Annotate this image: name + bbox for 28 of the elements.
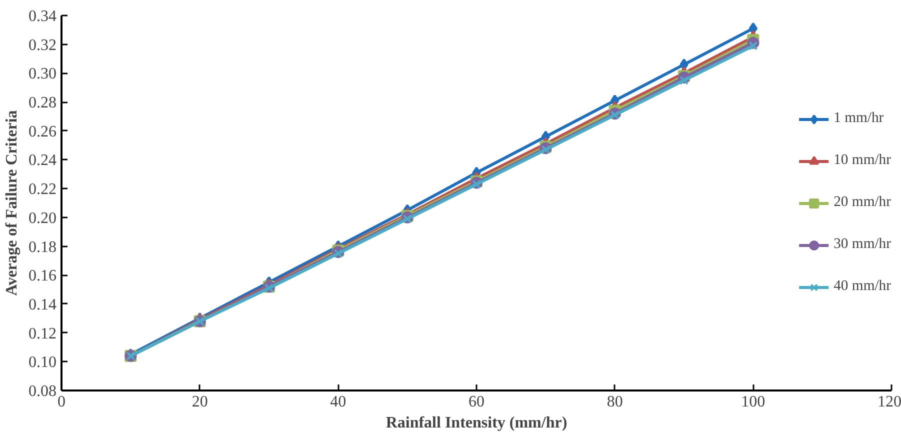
y-tick-label: 0.20 xyxy=(28,210,56,227)
y-tick-label: 0.28 xyxy=(28,94,56,112)
y-tick-label: 0.18 xyxy=(28,238,56,256)
y-tick-label: 0.16 xyxy=(28,268,56,285)
y-tick-label: 0.32 xyxy=(28,36,56,54)
x-tick-label: 120 xyxy=(878,394,901,410)
y-tick-label: 0.22 xyxy=(28,181,56,198)
legend-label: 10 mm/hr xyxy=(834,152,891,169)
y-axis-title: Average of Failure Criteria xyxy=(4,110,20,296)
y-tick-label: 0.08 xyxy=(28,383,56,400)
x-tick-label: 40 xyxy=(330,394,346,410)
y-tick-label: 0.10 xyxy=(28,354,56,372)
y-tick-label: 0.14 xyxy=(28,296,56,314)
x-tick-label: 0 xyxy=(58,394,66,410)
legend-label: 40 mm/hr xyxy=(834,278,891,295)
y-tick-label: 0.30 xyxy=(28,66,56,83)
y-tick-label: 0.24 xyxy=(28,152,56,170)
x-tick-label: 60 xyxy=(468,394,484,410)
legend-label: 30 mm/hr xyxy=(834,236,891,253)
y-tick-label: 0.12 xyxy=(28,325,56,342)
legend-label: 20 mm/hr xyxy=(834,194,891,211)
y-tick-label: 0.34 xyxy=(28,8,56,25)
x-tick-label: 100 xyxy=(741,394,766,410)
x-axis-title: Rainfall Intensity (mm/hr) xyxy=(386,414,568,432)
x-tick-label: 20 xyxy=(192,394,208,410)
legend-label: 1 mm/hr xyxy=(834,110,884,127)
y-tick-label: 0.26 xyxy=(28,123,56,140)
x-tick-label: 80 xyxy=(606,394,623,410)
